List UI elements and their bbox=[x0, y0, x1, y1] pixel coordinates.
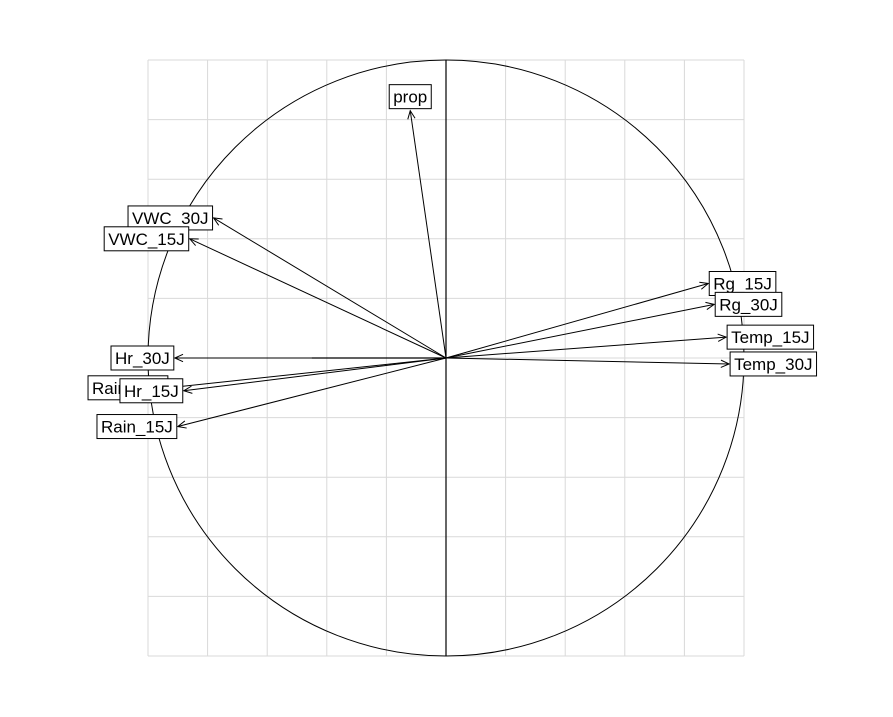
label-temp-30j: Temp_30J bbox=[729, 351, 818, 377]
label-hr-15j: Hr_15J bbox=[119, 378, 184, 404]
label-text-rg-15j: Rg_15J bbox=[713, 275, 772, 294]
arrow-rg-30j bbox=[445, 303, 715, 359]
arrow-prop bbox=[409, 110, 447, 359]
label-text-vwc-30j: VWC_30J bbox=[132, 209, 209, 228]
arrowhead-vwc-30j bbox=[212, 217, 223, 226]
label-text-rain-15j: Rain_15J bbox=[101, 418, 173, 437]
label-rg-30j: Rg_30J bbox=[714, 291, 783, 317]
label-prop: prop bbox=[388, 84, 432, 110]
label-box-rain-15j bbox=[96, 414, 178, 440]
label-box-temp-15j bbox=[726, 324, 815, 350]
arrow-vwc-30j bbox=[213, 217, 447, 359]
arrowhead-temp-30j bbox=[720, 359, 731, 368]
label-rg-15j: Rg_15J bbox=[708, 271, 777, 296]
label-box-prop bbox=[388, 84, 432, 110]
label-text-prop: prop bbox=[393, 88, 427, 107]
arrowhead-rg-30j bbox=[705, 301, 716, 310]
label-box-hr-15j bbox=[119, 378, 184, 404]
variable-arrows bbox=[167, 109, 731, 429]
label-vwc-15j: VWC_15J bbox=[103, 226, 190, 252]
label-rain-15j: Rain_15J bbox=[96, 414, 178, 440]
arrow-hr-15j bbox=[183, 357, 447, 392]
label-box-rg-15j bbox=[708, 271, 777, 296]
label-box-rg-30j bbox=[714, 291, 783, 317]
label-text-rg-30j: Rg_30J bbox=[719, 295, 778, 314]
arrowhead-vwc-15j bbox=[188, 238, 199, 246]
arrowhead-hr-30j bbox=[173, 353, 184, 363]
arrowhead-prop bbox=[407, 109, 416, 120]
arrow-rain-30j bbox=[168, 357, 447, 389]
arrowhead-hr-15j bbox=[182, 385, 193, 394]
label-text-hr-30j: Hr_30J bbox=[115, 349, 170, 368]
arrow-vwc-15j bbox=[189, 238, 447, 359]
label-hr-30j: Hr_30J bbox=[110, 345, 175, 371]
arrowhead-rain-15j bbox=[176, 420, 187, 429]
label-box-vwc-15j bbox=[103, 226, 190, 252]
label-vwc-30j: VWC_30J bbox=[127, 205, 214, 231]
label-box-vwc-30j bbox=[127, 205, 214, 231]
label-text-vwc-15j: VWC_15J bbox=[108, 230, 185, 249]
arrow-rg-15j bbox=[445, 283, 709, 359]
label-box-temp-30j bbox=[729, 351, 818, 377]
label-temp-15j: Temp_15J bbox=[726, 324, 815, 350]
label-text-temp-15j: Temp_15J bbox=[731, 328, 809, 347]
label-box-hr-30j bbox=[110, 345, 175, 371]
arrowhead-rg-15j bbox=[699, 281, 710, 290]
label-text-temp-30j: Temp_30J bbox=[734, 355, 812, 374]
arrowhead-temp-15j bbox=[717, 333, 728, 342]
arrow-rain-15j bbox=[177, 357, 447, 428]
arrow-temp-15j bbox=[445, 336, 727, 359]
arrow-temp-30j bbox=[445, 357, 730, 365]
label-text-hr-15j: Hr_15J bbox=[124, 382, 179, 401]
